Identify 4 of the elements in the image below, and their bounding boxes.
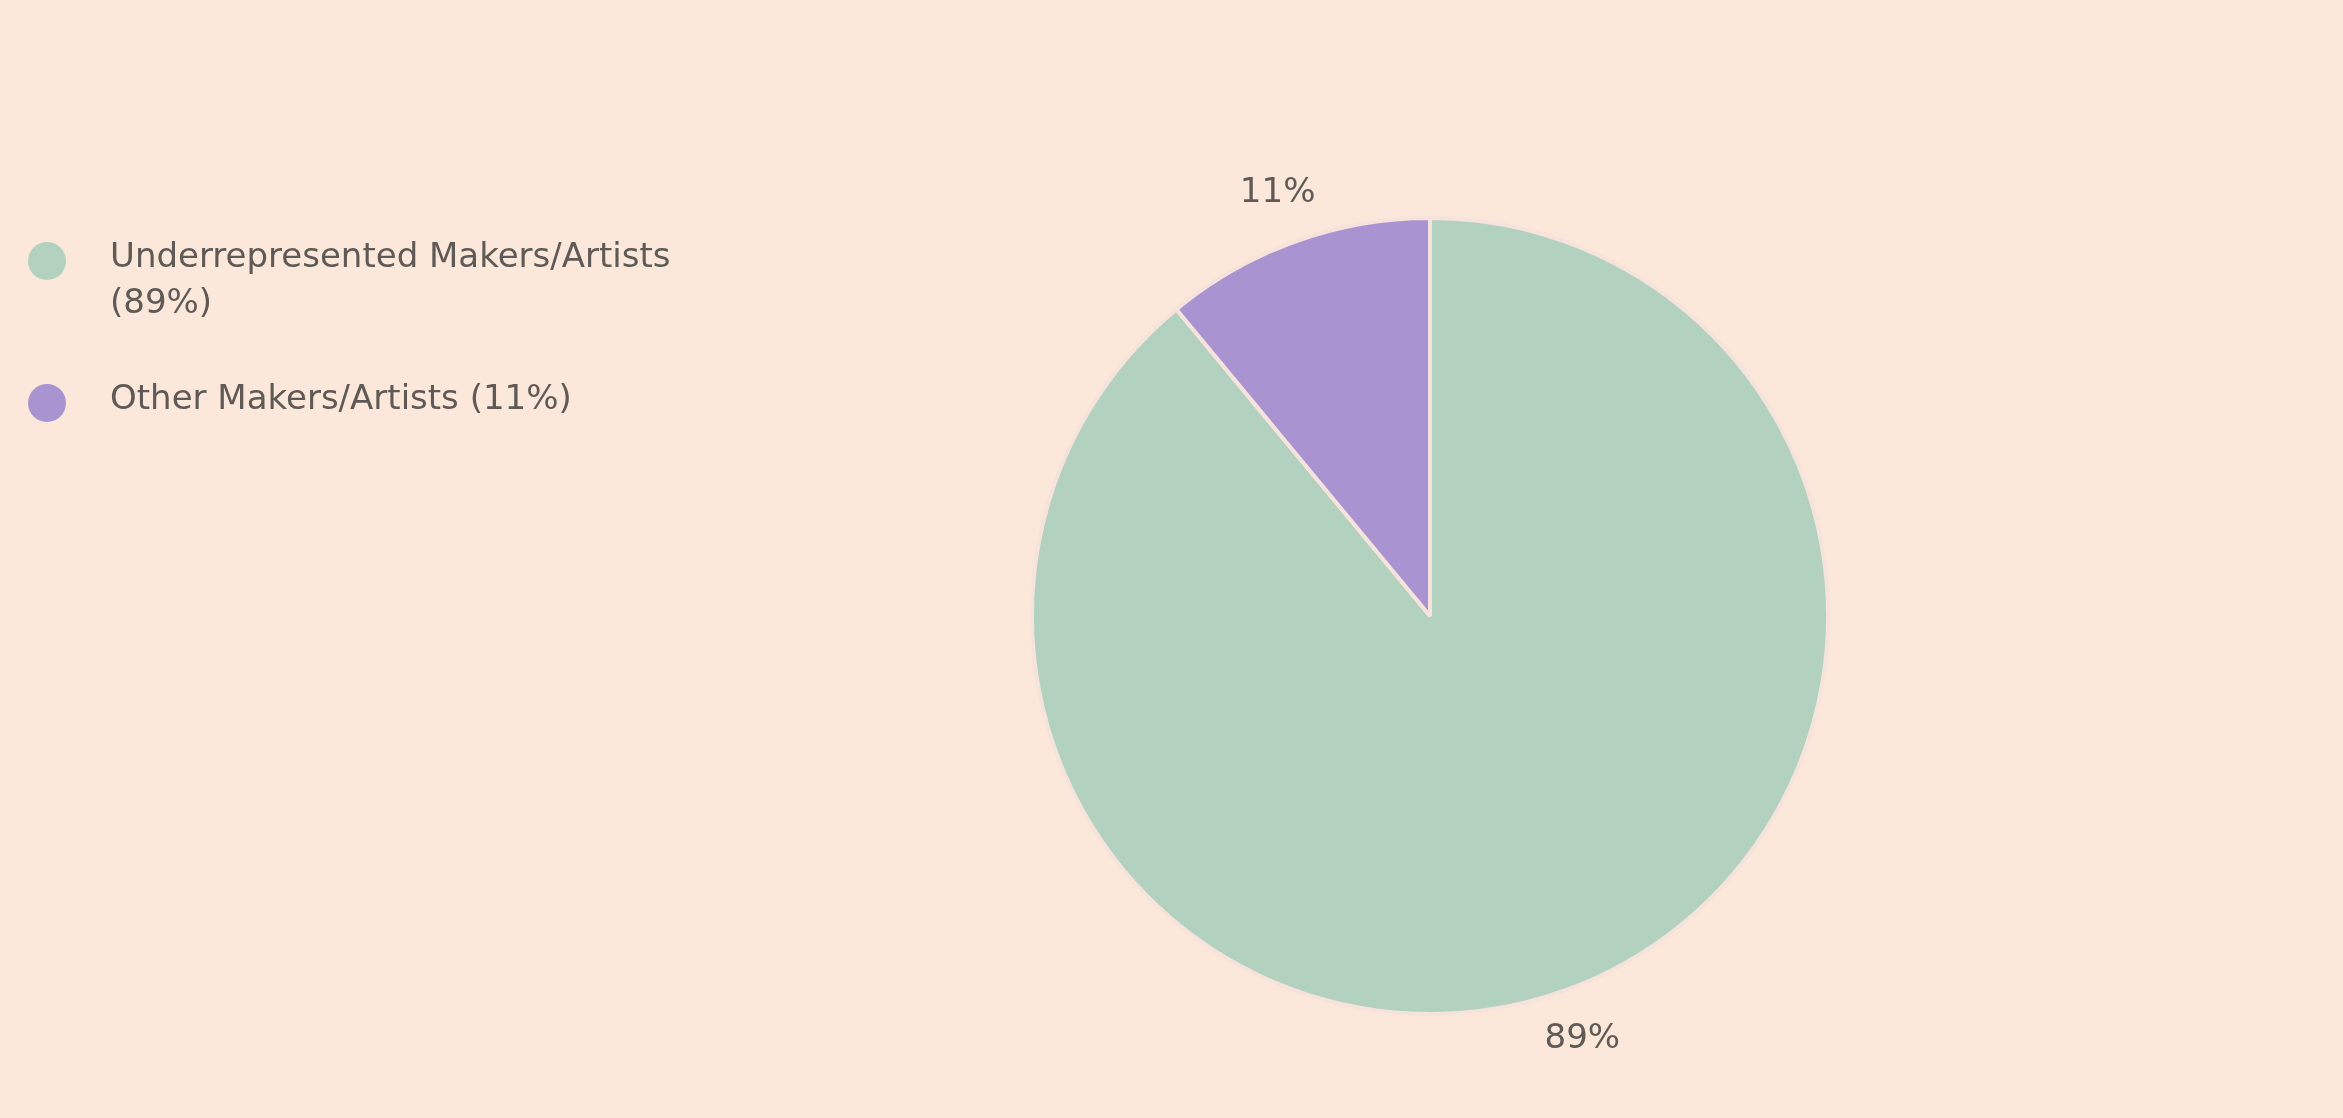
legend-label: Other Makers/Artists (11%): [110, 376, 572, 419]
legend-label: Underrepresented Makers/Artists (89%): [110, 234, 672, 323]
data-label: 11%: [1239, 169, 1316, 210]
data-label: 89%: [1544, 1015, 1621, 1056]
